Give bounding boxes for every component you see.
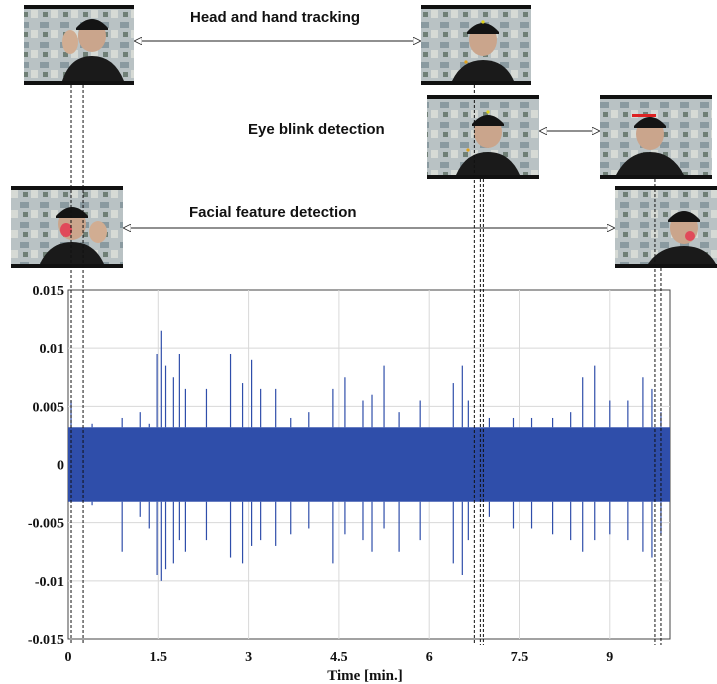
video-frame-5 xyxy=(11,186,123,268)
y-tick-label-6: -0.015 xyxy=(28,633,64,648)
x-tick-label-6: 9 xyxy=(606,650,613,665)
eye-blink-detection-label: Eye blink detection xyxy=(248,121,385,138)
x-tick-label-4: 6 xyxy=(426,650,433,665)
video-frame-6 xyxy=(615,186,717,268)
x-axis-ticks: 0 1.5 3 4.5 6 7.5 9 xyxy=(65,650,614,665)
signal-trace xyxy=(68,330,670,581)
y-tick-label-5: -0.01 xyxy=(35,575,64,590)
signal-baseline-band xyxy=(68,427,670,502)
x-tick-label-3: 4.5 xyxy=(330,650,348,665)
x-tick-label-5: 7.5 xyxy=(511,650,529,665)
y-tick-label-4: -0.005 xyxy=(28,517,64,532)
facial-feature-detection-label: Facial feature detection xyxy=(189,204,357,221)
head-hand-tracking-label: Head and hand tracking xyxy=(190,9,361,26)
video-frame-1 xyxy=(24,5,134,85)
x-axis-label: Time [min.] xyxy=(327,668,403,684)
video-frame-2 xyxy=(421,5,531,85)
y-tick-label-3: 0 xyxy=(57,459,64,474)
event-marker-lines xyxy=(70,85,662,645)
y-tick-label-0: 0.015 xyxy=(33,284,65,299)
x-tick-label-0: 0 xyxy=(65,650,72,665)
x-tick-label-1: 1.5 xyxy=(150,650,168,665)
y-axis-ticks: 0.015 0.01 0.005 0 -0.005 -0.01 -0.015 xyxy=(28,284,64,648)
y-tick-label-1: 0.01 xyxy=(40,342,65,357)
video-frame-3 xyxy=(427,95,539,179)
y-tick-label-2: 0.005 xyxy=(33,400,65,415)
plot-area: 0.015 0.01 0.005 0 -0.005 -0.01 -0.015 0 1.5 3 4.… xyxy=(28,85,671,684)
video-frame-4 xyxy=(600,95,712,179)
x-tick-label-2: 3 xyxy=(245,650,252,665)
